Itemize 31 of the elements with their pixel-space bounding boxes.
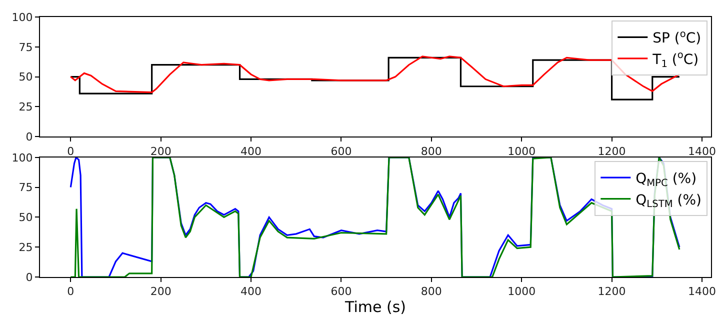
x-tick-label: 600	[330, 144, 352, 158]
x-tick-label: 0	[67, 285, 74, 298]
y-tick-label: 100	[12, 151, 33, 164]
y-tick-label: 25	[18, 100, 33, 114]
legend-label: T$_{1}$ ($^{o}$C)	[652, 50, 699, 70]
y-tick-label: 0	[26, 270, 33, 284]
y-tick-label: 0	[26, 130, 33, 144]
y-tick-label: 50	[18, 211, 33, 224]
x-tick-label: 800	[420, 144, 442, 158]
x-tick-label: 800	[420, 285, 442, 298]
x-tick-label: 1200	[598, 285, 626, 298]
x-tick-label: 1200	[598, 144, 626, 158]
y-tick-label: 50	[18, 70, 33, 84]
x-tick-label: 400	[240, 285, 262, 298]
y-tick-label: 75	[18, 40, 33, 54]
x-axis-title: Time (s)	[344, 298, 406, 316]
y-tick-label: 75	[18, 181, 33, 194]
x-tick-label: 0	[67, 144, 74, 158]
legend-label: SP ($^{o}$C)	[652, 28, 702, 47]
x-tick-label: 1000	[508, 144, 536, 158]
x-tick-label: 200	[150, 285, 172, 298]
x-tick-label: 1400	[688, 144, 716, 158]
x-tick-label: 1000	[508, 285, 536, 298]
x-tick-label: 400	[240, 144, 262, 158]
y-tick-label: 25	[18, 240, 33, 254]
x-tick-label: 600	[330, 285, 352, 298]
legend-label: Q$_{MPC}$ (%)	[636, 171, 697, 189]
x-tick-label: 1400	[688, 285, 716, 298]
y-tick-label: 100	[12, 10, 33, 24]
legend-label: Q$_{LSTM}$ (%)	[636, 192, 702, 210]
x-tick-label: 200	[150, 144, 172, 158]
